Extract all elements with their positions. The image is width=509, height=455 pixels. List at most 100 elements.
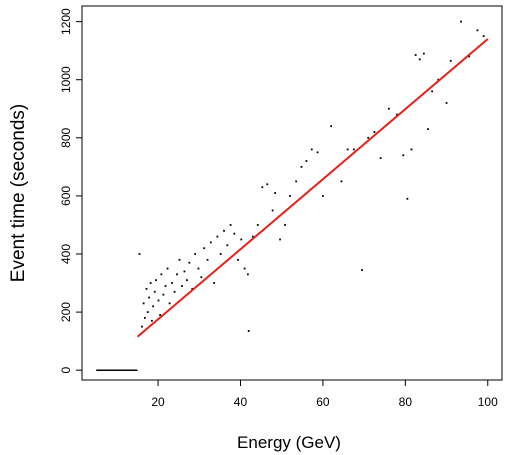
data-point (396, 113, 398, 116)
y-tick-label: 400 (59, 244, 73, 264)
data-point (206, 258, 209, 261)
data-point (213, 282, 216, 284)
data-point (148, 296, 150, 299)
data-point (203, 247, 206, 250)
x-tick-label: 40 (234, 395, 248, 409)
data-point (138, 253, 141, 255)
data-point (445, 102, 448, 104)
data-point (157, 299, 160, 302)
fit-line (136, 38, 489, 338)
data-point (183, 270, 186, 273)
data-point (414, 54, 417, 56)
data-point (427, 128, 429, 130)
data-point (216, 235, 219, 238)
data-point (149, 282, 152, 284)
data-point (379, 157, 382, 160)
data-point (237, 258, 239, 261)
data-point (367, 136, 370, 139)
data-point (171, 282, 173, 284)
data-point (431, 90, 434, 93)
data-point (197, 267, 200, 270)
plot-frame (81, 5, 503, 381)
data-point (166, 267, 169, 270)
data-point (266, 183, 269, 186)
data-point (261, 186, 264, 189)
data-point (240, 238, 243, 241)
data-point (437, 78, 440, 81)
data-point (181, 285, 183, 287)
data-point (191, 287, 194, 290)
data-point (194, 253, 197, 255)
data-point (460, 20, 462, 23)
data-point (188, 261, 191, 264)
data-point (146, 311, 149, 313)
data-point (200, 276, 203, 279)
data-point (209, 241, 212, 244)
data-point (164, 285, 167, 287)
data-point (143, 317, 146, 319)
data-point (449, 59, 452, 62)
data-point (402, 154, 405, 157)
data-point (322, 195, 324, 197)
data-point (152, 305, 155, 308)
data-point (142, 302, 145, 305)
x-tick-label: 80 (399, 395, 413, 409)
data-point (243, 267, 246, 270)
data-point (159, 314, 162, 316)
data-point (330, 125, 333, 128)
data-point (233, 232, 236, 235)
data-point (256, 224, 259, 226)
data-point (173, 290, 176, 293)
y-tick-label: 200 (59, 302, 73, 322)
data-point (361, 269, 363, 271)
y-tick-label: 1000 (59, 66, 73, 93)
data-point (289, 195, 291, 197)
data-point (271, 209, 274, 212)
data-point (300, 165, 303, 168)
data-point (352, 148, 355, 151)
y-axis: 0 200 400 600 800 1000 1200 (59, 8, 82, 374)
y-tick-label: 600 (59, 186, 73, 206)
data-point (153, 290, 156, 293)
data-point (155, 279, 157, 282)
data-point (279, 238, 281, 241)
data-point (186, 279, 188, 282)
y-tick-label: 1200 (59, 8, 73, 35)
y-tick-label: 800 (59, 127, 73, 147)
plot-area (96, 20, 489, 371)
data-point (284, 224, 286, 226)
data-point (251, 235, 254, 238)
data-point (476, 29, 479, 32)
x-axis-title: Energy (GeV) (237, 433, 341, 452)
y-tick-label: 0 (59, 367, 73, 374)
x-tick-label: 20 (151, 395, 165, 409)
data-point (310, 148, 313, 151)
x-axis: 20 40 60 80 100 (151, 380, 498, 409)
x-tick-label: 100 (478, 395, 498, 409)
data-point (418, 58, 421, 61)
data-point (219, 253, 222, 255)
data-point (247, 330, 250, 332)
data-point (145, 287, 148, 290)
data-point (468, 55, 471, 58)
data-point (150, 319, 153, 322)
data-point (162, 293, 165, 296)
data-point (168, 302, 171, 305)
data-point (223, 229, 225, 232)
x-tick-label: 60 (316, 395, 330, 409)
data-point (410, 148, 413, 151)
data-point (387, 107, 390, 110)
data-point (422, 52, 425, 55)
data-point (226, 244, 229, 247)
data-point (274, 192, 277, 194)
data-point (346, 148, 349, 151)
data-point (406, 197, 409, 200)
data-point (229, 224, 232, 226)
data-point (305, 160, 308, 162)
data-point (141, 325, 143, 328)
data-point (316, 151, 319, 154)
data-point (482, 35, 485, 38)
data-point (178, 258, 181, 261)
data-point (373, 131, 376, 133)
